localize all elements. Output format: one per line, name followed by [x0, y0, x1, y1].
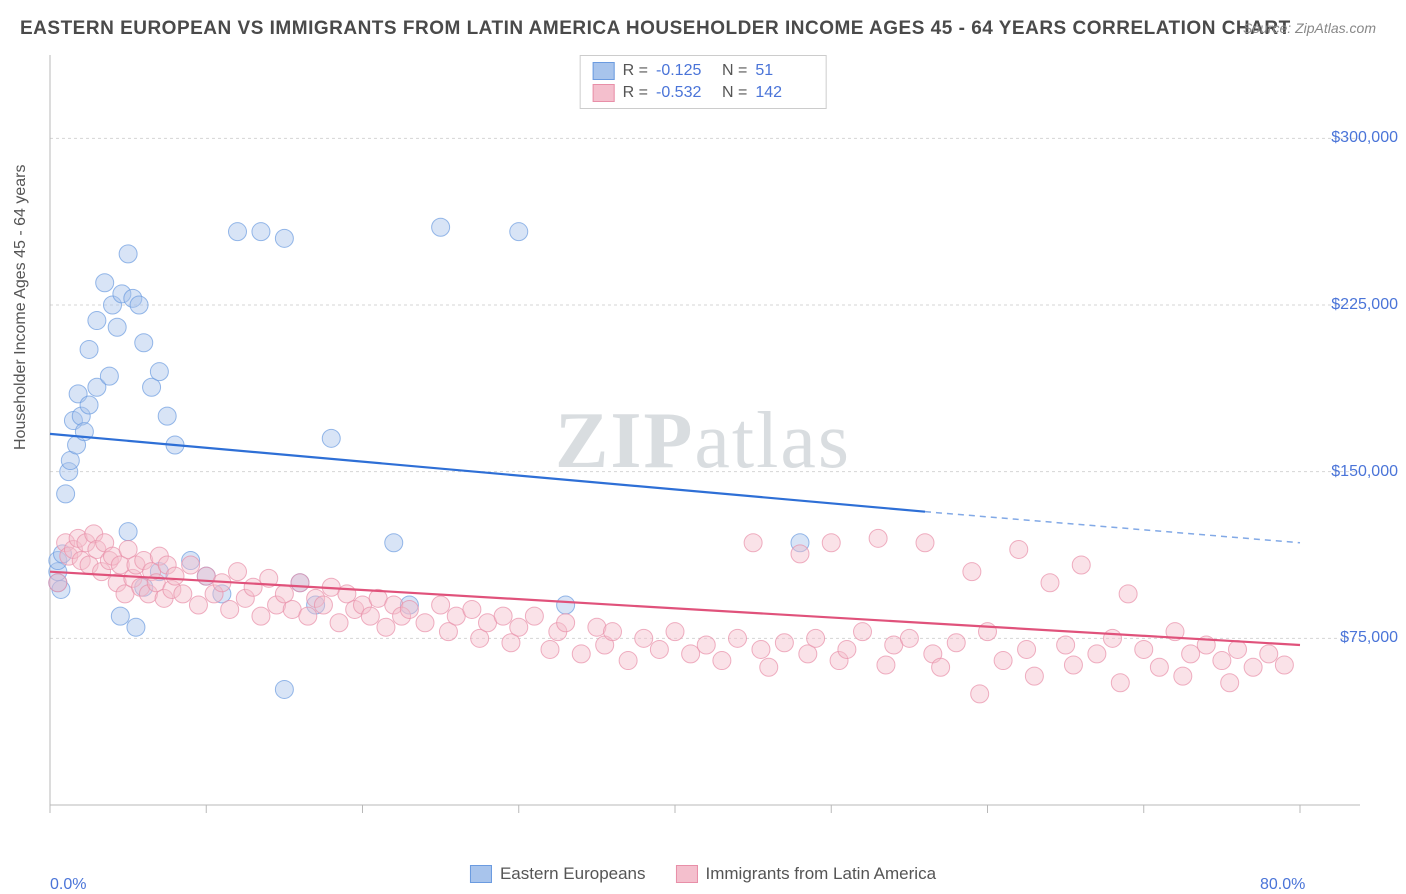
y-tick-label: $225,000 — [1331, 296, 1398, 314]
y-tick-label: $75,000 — [1340, 629, 1398, 647]
series-legend: Eastern Europeans Immigrants from Latin … — [470, 864, 936, 884]
legend-swatch-icon — [676, 865, 698, 883]
legend-item: Immigrants from Latin America — [676, 864, 937, 884]
r-value: -0.125 — [656, 62, 714, 80]
legend-row-series-1: R = -0.125 N = 51 — [593, 60, 814, 82]
r-label: R = — [623, 62, 648, 80]
legend-row-series-2: R = -0.532 N = 142 — [593, 82, 814, 104]
legend-swatch-icon — [593, 84, 615, 102]
r-label: R = — [623, 84, 648, 102]
n-label: N = — [722, 84, 747, 102]
correlation-legend: R = -0.125 N = 51 R = -0.532 N = 142 — [580, 55, 827, 109]
legend-label: Immigrants from Latin America — [706, 864, 937, 884]
legend-swatch-icon — [593, 62, 615, 80]
y-tick-label: $300,000 — [1331, 129, 1398, 147]
legend-swatch-icon — [470, 865, 492, 883]
n-label: N = — [722, 62, 747, 80]
n-value: 142 — [755, 84, 813, 102]
x-tick-label: 80.0% — [1260, 876, 1305, 894]
scatter-chart — [0, 0, 1406, 892]
legend-label: Eastern Europeans — [500, 864, 646, 884]
n-value: 51 — [755, 62, 813, 80]
r-value: -0.532 — [656, 84, 714, 102]
x-tick-label: 0.0% — [50, 876, 86, 894]
legend-item: Eastern Europeans — [470, 864, 646, 884]
y-tick-label: $150,000 — [1331, 463, 1398, 481]
